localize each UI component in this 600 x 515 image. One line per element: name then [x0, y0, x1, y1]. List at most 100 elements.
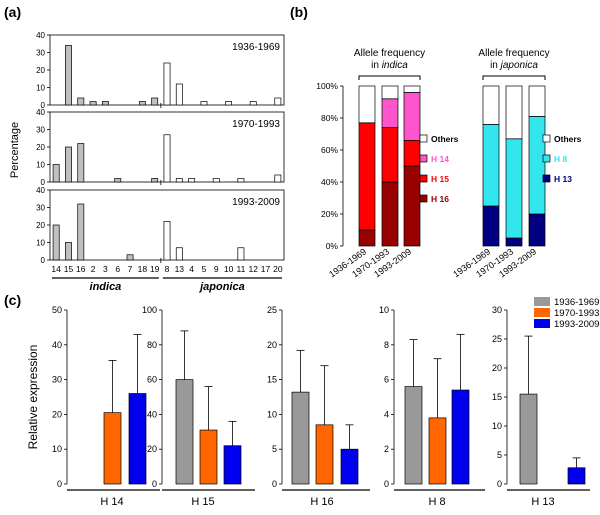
legend-entry: 1936-1969: [554, 297, 599, 308]
histogram-bar: [101, 101, 109, 106]
x-tick-label: 8: [165, 264, 170, 274]
stacked-segment: [381, 98, 399, 128]
legend-swatch: [419, 154, 428, 163]
panel-a-histograms: 0 10 20 30 40 1936-1969 0 10 20 30 40 1970-1993 0 10 2…: [9, 31, 285, 293]
y-tick-label: 0: [41, 178, 46, 187]
expression-bar: [340, 448, 359, 485]
stacked-segment: [403, 140, 421, 167]
stacked-segment: [358, 229, 376, 247]
y-tick-label: 40: [36, 31, 45, 40]
subplot-label: H 13: [531, 496, 554, 508]
histogram-bar: [65, 45, 72, 106]
legend-swatch: [542, 134, 551, 143]
histogram-bar: [175, 83, 183, 106]
histogram-bar: [114, 178, 122, 183]
stacked-segment: [528, 116, 546, 215]
stacked-segment: [528, 213, 546, 247]
legend-swatch: [534, 319, 550, 328]
y-tick-label: 40: [36, 108, 45, 117]
y-tick-label: 0: [272, 479, 277, 489]
y-tick-label: 40: [36, 186, 45, 195]
stacked-segment: [505, 138, 523, 239]
panel-label-a: (a): [4, 4, 21, 20]
x-tick-label: 20: [273, 264, 283, 274]
histogram-bar: [65, 146, 72, 183]
histogram-bar: [77, 143, 85, 183]
x-tick-label: 7: [128, 264, 133, 274]
stacked-segment: [381, 127, 399, 183]
stacked-segment: [482, 124, 500, 207]
y-tick-label: 0: [152, 479, 157, 489]
y-tick-label: 10: [492, 421, 502, 431]
stacked-segment: [358, 122, 376, 231]
stacked-segment: [528, 85, 546, 117]
x-tick-label: 15: [64, 264, 74, 274]
expression-bar: [567, 467, 586, 485]
y-tick-label: 20%: [321, 209, 338, 219]
x-tick-label: 2: [91, 264, 96, 274]
expression-bar: [291, 391, 310, 485]
y-tick-label: 4: [384, 409, 389, 419]
x-tick-label: 12: [248, 264, 258, 274]
y-tick-label: 100%: [316, 81, 338, 91]
y-tick-label: 0: [41, 256, 46, 265]
group-label: indica: [90, 281, 122, 293]
y-tick-label: 20: [267, 340, 277, 350]
y-tick-label: 40: [52, 340, 62, 350]
x-tick-label: 9: [214, 264, 219, 274]
y-tick-label: 30: [36, 49, 45, 58]
stacked-segment: [505, 237, 523, 247]
histogram-bar: [163, 62, 171, 106]
legend-swatch: [534, 297, 550, 306]
y-tick-label: 30: [36, 204, 45, 213]
y-tick-label: 60%: [321, 145, 338, 155]
histogram-bar: [126, 254, 134, 261]
x-tick-label: 19: [150, 264, 160, 274]
legend-entry: 1993-2009: [554, 319, 599, 330]
stacked-segment: [403, 165, 421, 247]
legend-swatch: [534, 308, 550, 317]
group-title: Allele frequency in japonica: [478, 48, 549, 71]
stacked-segment: [403, 92, 421, 141]
histogram-bar: [151, 97, 159, 106]
y-tick-label: 10: [36, 161, 45, 170]
histogram-bar: [237, 247, 245, 261]
subplot-label: H 15: [191, 496, 214, 508]
expression-bar: [428, 417, 447, 485]
y-tick-label: 30: [52, 375, 62, 385]
y-tick-label: 100: [142, 305, 157, 315]
stacked-segment: [482, 205, 500, 247]
subplot-label: H 14: [100, 496, 123, 508]
expression-bar: [103, 412, 122, 485]
panel-b-allele-frequency: 0% 20% 40% 60% 80% 100% Allele frequency in ind…: [316, 48, 581, 279]
y-tick-label: 15: [492, 392, 502, 402]
histogram-bar: [77, 97, 85, 106]
y-tick-label: 15: [267, 375, 277, 385]
stacked-segment: [358, 85, 376, 124]
histogram-bar: [175, 247, 183, 261]
x-tick-label: 16: [76, 264, 86, 274]
stacked-segment: [381, 181, 399, 247]
group-title: Allele frequency in indica: [354, 48, 425, 71]
y-tick-label: 20: [147, 444, 157, 454]
expression-bar: [315, 424, 334, 485]
expression-bar: [451, 389, 470, 485]
legend-entry: H 8: [554, 154, 568, 164]
y-tick-label: 2: [384, 444, 389, 454]
y-tick-label: 20: [36, 221, 45, 230]
legend-swatch: [419, 194, 428, 203]
legend-entry: Others: [554, 134, 582, 144]
y-tick-label: 0: [57, 479, 62, 489]
group-label: japonica: [198, 281, 245, 293]
histogram-bar: [138, 101, 146, 106]
stacked-segment: [403, 85, 421, 93]
stacked-segment: [381, 85, 399, 100]
group-bracket: [358, 75, 421, 80]
y-tick-label: 0: [384, 479, 389, 489]
panel-label-b: (b): [290, 4, 308, 20]
histogram-bar: [65, 242, 72, 261]
x-tick-label: 18: [138, 264, 148, 274]
histogram-bar: [237, 178, 245, 183]
